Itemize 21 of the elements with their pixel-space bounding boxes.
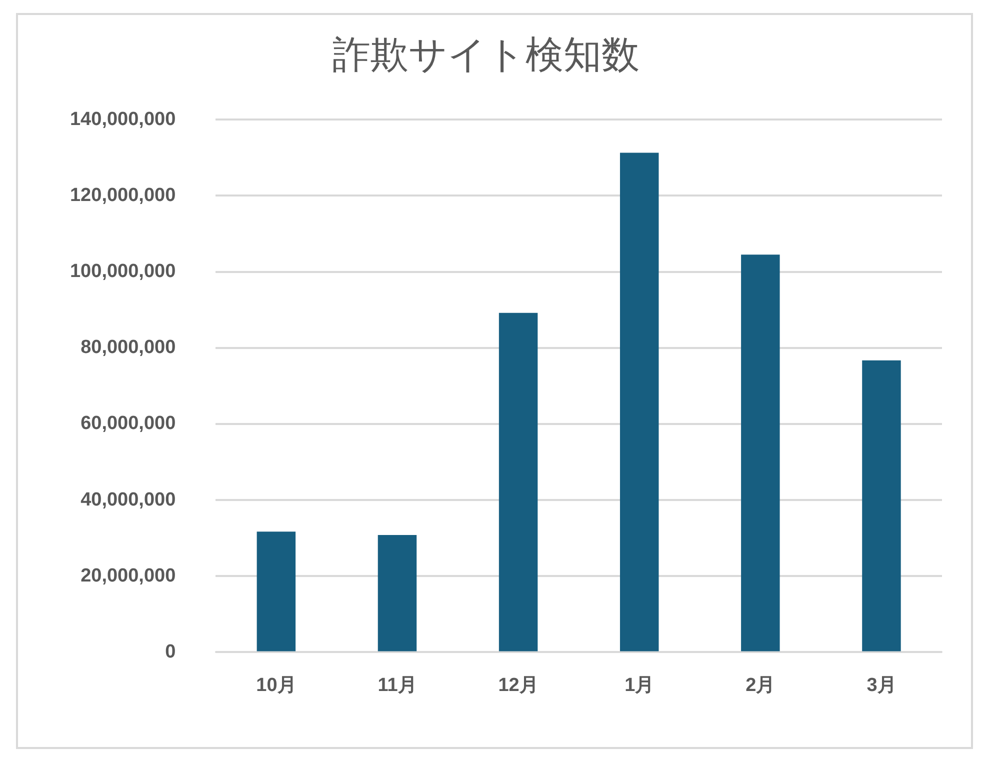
x-tick-label: 2月: [746, 674, 776, 696]
bar: [620, 152, 659, 652]
bar: [498, 312, 538, 652]
y-tick-label: 60,000,000: [80, 413, 176, 434]
y-tick-label: 20,000,000: [80, 565, 176, 586]
bar: [256, 532, 296, 652]
x-tick-label: 1月: [624, 674, 654, 696]
x-tick-label: 10月: [256, 674, 296, 696]
y-tick-label: 120,000,000: [70, 184, 176, 206]
bar: [741, 254, 780, 652]
y-tick-label: 80,000,000: [80, 337, 176, 358]
bar: [378, 535, 417, 652]
y-tick-label: 0: [165, 641, 176, 662]
x-tick-label: 11月: [378, 674, 417, 696]
y-tick-label: 100,000,000: [70, 261, 176, 282]
bar: [862, 360, 901, 652]
y-tick-label: 40,000,000: [80, 489, 176, 510]
y-tick-label: 140,000,000: [70, 108, 176, 130]
x-tick-label: 12月: [498, 674, 538, 696]
chart-title: 詐欺サイト検知数: [332, 34, 640, 76]
x-tick-label: 3月: [866, 674, 896, 696]
